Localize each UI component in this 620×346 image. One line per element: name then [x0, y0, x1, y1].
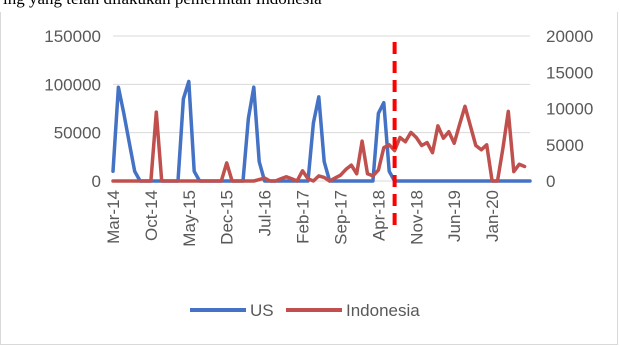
x-tick-label: Feb-17 [294, 190, 313, 244]
y-left-tick-label: 50000 [54, 124, 101, 143]
series-line-us [111, 79, 532, 183]
top-caption: ing yang telah dilakukan pemerintah Indo… [3, 0, 322, 9]
y-right-tick-label: 5000 [546, 136, 584, 155]
y-right-tick-label: 15000 [546, 63, 593, 82]
x-tick-label: Nov-18 [407, 190, 426, 245]
x-tick-label: May-15 [180, 190, 199, 247]
y-right-tick-label: 0 [546, 172, 555, 191]
x-tick-label: Apr-18 [369, 190, 388, 241]
x-tick-label: Mar-14 [104, 190, 123, 244]
x-tick-label: Jan-20 [483, 190, 502, 242]
legend-label-indonesia: Indonesia [346, 301, 420, 320]
chart-frame [0, 12, 618, 345]
x-tick-label: Dec-15 [218, 190, 237, 245]
x-tick-label: Sep-17 [331, 190, 350, 245]
y-left-tick-label: 100000 [44, 75, 101, 94]
x-tick-label: Jun-19 [445, 190, 464, 242]
x-tick-label: Jul-16 [256, 190, 275, 236]
y-left-tick-label: 0 [92, 172, 101, 191]
y-right-tick-label: 10000 [546, 100, 593, 119]
series-line-indonesia [111, 104, 527, 183]
legend-label-us: US [250, 301, 274, 320]
x-tick-label: Oct-14 [142, 190, 161, 241]
y-left-tick-label: 150000 [44, 27, 101, 46]
y-right-tick-label: 20000 [546, 27, 593, 46]
